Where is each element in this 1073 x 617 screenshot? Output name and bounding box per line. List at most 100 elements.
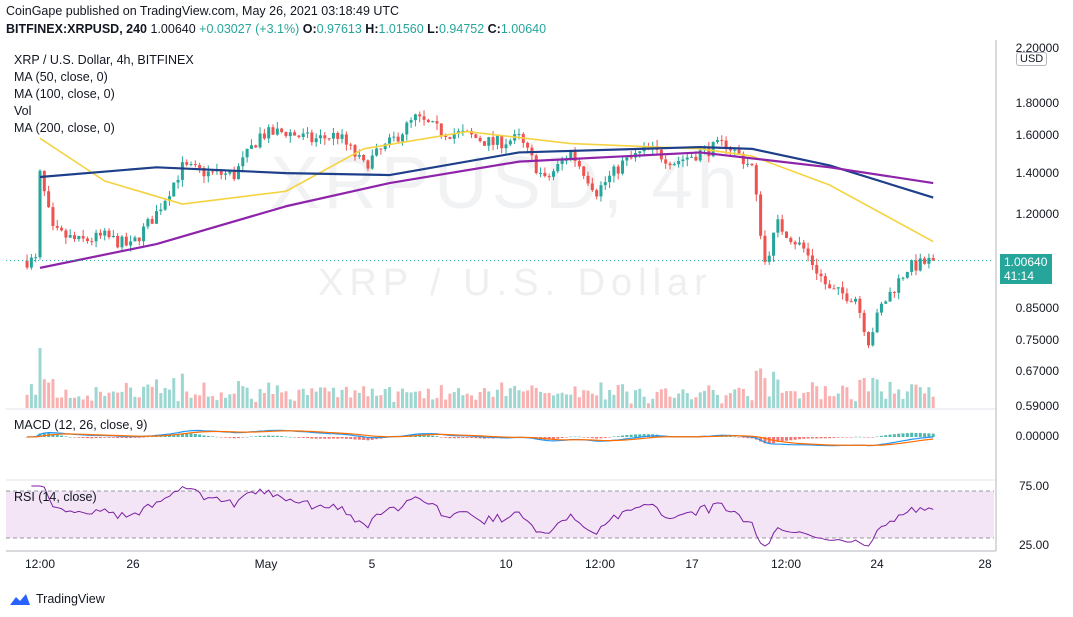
candle-body <box>81 236 85 239</box>
candle-body <box>159 209 163 212</box>
volume-bar <box>396 391 400 408</box>
candle-body <box>379 148 383 150</box>
macd-histogram-bar <box>267 435 271 437</box>
candle-body <box>802 242 806 249</box>
macd-histogram-bar <box>793 437 797 440</box>
candle-body <box>236 166 240 180</box>
candle-body <box>254 145 258 148</box>
volume-bar <box>172 378 176 408</box>
candle-body <box>353 145 357 157</box>
volume-bar <box>146 384 150 408</box>
volume-bar <box>262 393 266 408</box>
volume-bar <box>155 379 159 408</box>
candle-body <box>275 128 279 135</box>
macd-histogram-bar <box>327 437 331 439</box>
tradingview-logo[interactable]: TradingView <box>8 591 105 607</box>
candle-body <box>185 162 189 165</box>
macd-histogram-bar <box>741 437 745 438</box>
macd-histogram-bar <box>301 437 305 438</box>
volume-bar <box>413 391 417 408</box>
candle-body <box>297 135 301 137</box>
volume-bar <box>586 390 590 408</box>
macd-histogram-bar <box>828 437 832 439</box>
volume-bar <box>892 393 896 408</box>
volume-bar <box>733 389 737 408</box>
volume-bar <box>267 382 271 408</box>
macd-tick: 0.00000 <box>1015 429 1059 443</box>
volume-bar <box>780 392 784 408</box>
candle-body <box>694 156 698 161</box>
macd-histogram-bar <box>68 436 72 438</box>
candle-body <box>422 116 426 120</box>
volume-bar <box>897 389 901 408</box>
candle-body <box>543 172 547 177</box>
volume-bar <box>621 384 625 408</box>
candle-body <box>806 248 810 256</box>
macd-histogram-bar <box>42 432 46 437</box>
candle-body <box>582 166 586 176</box>
macd-histogram-bar <box>638 434 642 437</box>
volume-bar <box>340 389 344 408</box>
candle-body <box>193 164 197 166</box>
candle-body <box>370 155 374 169</box>
macd-histogram-bar <box>288 436 292 438</box>
volume-bar <box>81 399 85 408</box>
macd-histogram-bar <box>560 437 564 438</box>
candle-body <box>707 147 711 157</box>
candle-body <box>388 137 392 144</box>
volume-bar <box>569 394 573 408</box>
macd-histogram-bar <box>370 437 374 440</box>
volume-bar <box>349 397 353 408</box>
volume-bar <box>720 403 724 408</box>
volume-bar <box>633 390 637 408</box>
volume-bar <box>500 382 504 408</box>
candle-body <box>180 162 184 180</box>
macd-histogram-bar <box>349 437 353 439</box>
candle-body <box>690 156 694 158</box>
candle-body <box>133 237 137 242</box>
volume-bar <box>772 371 776 408</box>
volume-bar <box>275 385 279 408</box>
candle-body <box>776 219 780 233</box>
ohlc-line: BITFINEX:XRPUSD, 240 1.00640 +0.03027 (+… <box>6 22 547 36</box>
volume-bar <box>323 387 327 408</box>
volume-bar <box>90 400 94 408</box>
candle-body <box>504 144 508 149</box>
macd-histogram-bar <box>849 437 853 438</box>
candle-body <box>797 242 801 245</box>
price-tick: 0.59000 <box>1015 399 1059 413</box>
volume-bar <box>439 385 443 408</box>
volume-bar <box>651 398 655 408</box>
volume-bar <box>202 382 206 408</box>
macd-histogram-bar <box>422 434 426 437</box>
volume-bar <box>564 394 568 408</box>
candle-body <box>871 332 875 346</box>
volume-bar <box>163 387 167 408</box>
macd-histogram-bar <box>897 433 901 437</box>
volume-bar <box>254 401 258 408</box>
macd-histogram-bar <box>236 437 240 439</box>
candle-body <box>77 236 81 240</box>
volume-bar <box>728 393 732 408</box>
price-tick: 0.67000 <box>1015 364 1059 378</box>
candle-body <box>526 142 530 148</box>
candle-body <box>73 235 77 240</box>
volume-bar <box>185 391 189 408</box>
volume-bar <box>137 397 141 408</box>
volume-bar <box>664 388 668 408</box>
volume-bar <box>866 391 870 408</box>
candle-body <box>819 273 823 277</box>
candle-body <box>211 171 215 173</box>
macd-histogram-bar <box>862 437 866 438</box>
macd-histogram-bar <box>219 437 223 438</box>
candle-body <box>116 235 120 248</box>
volume-bar <box>750 400 754 408</box>
currency-button[interactable]: USD <box>1016 52 1048 66</box>
volume-bar <box>215 400 219 408</box>
volume-bar <box>431 399 435 408</box>
candle-body <box>344 134 348 145</box>
candle-body <box>172 182 176 197</box>
macd-histogram-bar <box>202 435 206 437</box>
candle-body <box>60 227 64 231</box>
